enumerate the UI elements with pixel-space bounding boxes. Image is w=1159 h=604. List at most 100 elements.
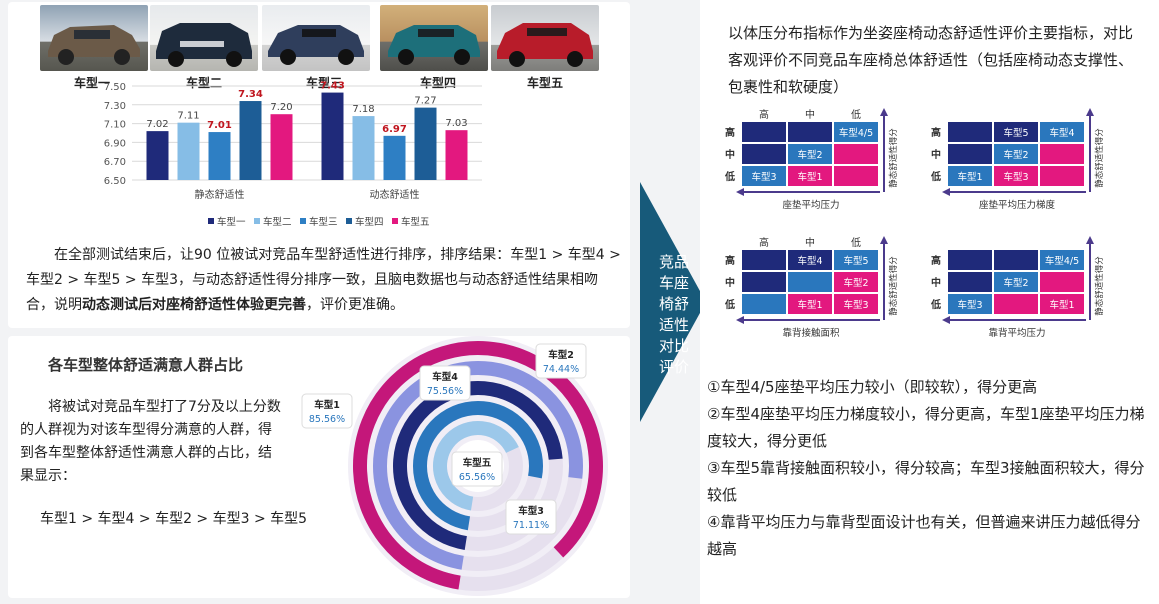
bar [445,130,468,180]
matrix-seat-pressure: 高中低高中低车型4/5车型2车型3 车型1座垫平均压力静态舒适性得分 [724,108,899,211]
bar-value-label: 7.43 [320,81,345,92]
satisfaction-title: 各车型整体舒适满意人群占比 [48,356,244,374]
matrix-cell [1040,144,1084,164]
bar [146,131,169,180]
radial-bar [433,421,519,511]
matrix-cell [994,144,1038,164]
ranking-paragraph: 在全部测试结束后，让90 位被试对竞品车型舒适性进行排序，排序结果：车型1 > … [26,243,622,318]
legend-swatch [208,218,214,224]
comparison-arrow-label: 竞品 车座 椅舒 适性 对比 评价 [658,253,689,376]
matrix-cell-label: 车型4 [1049,127,1074,139]
matrix-cell-label: 车型3 [751,171,776,183]
legend-swatch [346,218,352,224]
matrix-cell-label: 车型4 [797,255,822,267]
matrix-cell [1040,166,1084,186]
matrix-cell [948,144,992,164]
matrix-y-label: 静态舒适性得分 [1094,256,1105,316]
matrix-cell-label: 车型3 [843,299,868,311]
matrix-seat-pressure-gradient: 高中低 车型5 车型4 车型2 车型1 车型3 座垫平均压力梯度 静态舒适性得分 [930,108,1105,211]
bar [177,122,200,180]
callout-value: 65.56% [459,472,495,483]
matrix-back-contact-area: 高中低高中低车型4 车型5车型2车型1 车型3靠背接触面积静态舒适性得分 [724,236,899,339]
bar [383,135,406,180]
callout-value: 85.56% [309,414,345,425]
matrix-y-label: 静态舒适性得分 [888,128,899,188]
matrix-row-label: 中 [931,276,941,289]
callout-value: 71.11% [513,520,549,531]
finding-1: ①车型4/5座垫平均压力较小（即较软），得分更高 [707,378,1038,396]
legend-label: 车型五 [401,216,430,228]
matrix-x-label: 座垫平均压力 [782,199,839,211]
matrix-cell [948,166,992,186]
matrix-cell [948,250,992,270]
finding-3: ③车型5靠背接触面积较小，得分较高；车型3接触面积较大，得分较低 [707,459,1145,504]
matrix-cell [788,272,832,292]
matrix-cell [834,294,878,314]
matrix-row-label: 低 [930,298,941,311]
callout-box [535,343,587,379]
bar-value-label: 7.34 [238,89,263,100]
matrix-cell-label: 车型1 [1049,299,1074,311]
matrix-cell-label: 车型3 [957,299,982,311]
callout-box [451,451,503,487]
matrix-cell-label: 车型2 [1003,277,1028,289]
matrix-cell [834,250,878,270]
matrix-y-label: 静态舒适性得分 [888,256,899,316]
satisfaction-radial-chart: 车型1 85.56% 车型2 74.44% 车型4 75.56% 车型五 65.56% 车型3 7… [301,336,608,596]
matrix-row-label: 高 [931,254,941,267]
callout-name: 车型4 [432,371,458,383]
matrix-cell [994,122,1038,142]
radial-bar [353,341,603,590]
matrix-x-arrow [736,188,744,196]
ranking-paragraph-text: 在全部测试结束后，让90 位被试对竞品车型舒适性进行排序，排序结果：车型1 > … [26,247,621,313]
matrix-cell-label: 车型2 [1003,149,1028,161]
matrix-x-label: 靠背接触面积 [782,327,840,339]
matrix-cell-label: 车型1 [797,299,822,311]
car-photo-3 [262,5,370,71]
bar-value-label: 6.97 [382,124,407,135]
comparison-arrow [640,182,706,422]
y-tick-label: 6.70 [104,157,126,168]
legend-label: 车型四 [355,216,384,228]
matrix-cell-label: 车型2 [843,277,868,289]
y-tick-label: 6.50 [104,176,126,187]
legend-label: 车型一 [217,216,246,228]
matrix-cell [994,250,1038,270]
matrix-cell [1040,294,1084,314]
matrix-cell [788,122,832,142]
callout-name: 车型1 [314,399,340,411]
bar-value-label: 7.02 [146,119,168,130]
matrix-cell [742,294,786,314]
matrix-cell-label: 车型5 [843,255,868,267]
legend-swatch [300,218,306,224]
callout-value: 75.56% [427,386,463,397]
matrix-y-label: 静态舒适性得分 [1094,128,1105,188]
matrix-back-pressure: 高中低 车型4/5 车型2 车型3 车型1 靠背平均压力 静态舒适性得分 [930,236,1105,339]
matrix-cell [742,122,786,142]
matrix-row-label: 高 [931,126,941,139]
callout-name: 车型2 [548,349,574,361]
matrix-y-arrow [1086,236,1094,244]
matrix-col-label: 中 [805,108,815,121]
finding-4: ④靠背平均压力与靠背型面设计也有关，但普遍来讲压力越低得分越高 [707,513,1141,558]
matrix-cell [948,294,992,314]
bar [208,132,231,180]
matrix-cell [742,272,786,292]
x-category-label: 静态舒适性 [195,188,245,201]
matrix-col-label: 高 [759,236,769,249]
callout-name: 车型五 [463,457,492,469]
matrix-row-label: 低 [930,170,941,183]
matrix-row-label: 中 [725,276,735,289]
matrix-cell-label: 车型1 [957,171,982,183]
matrix-cell [1040,122,1084,142]
legend-swatch [392,218,398,224]
legend-label: 车型三 [309,216,338,228]
matrix-cell [948,122,992,142]
car-photo-1 [40,5,148,71]
callout-name: 车型3 [518,505,544,517]
matrix-cell-label: 车型3 [1003,171,1028,183]
bar-value-label: 7.18 [352,104,374,115]
callout-value: 74.44% [543,364,579,375]
matrix-cell-label: 车型4/5 [839,127,873,139]
matrix-cell [834,272,878,292]
